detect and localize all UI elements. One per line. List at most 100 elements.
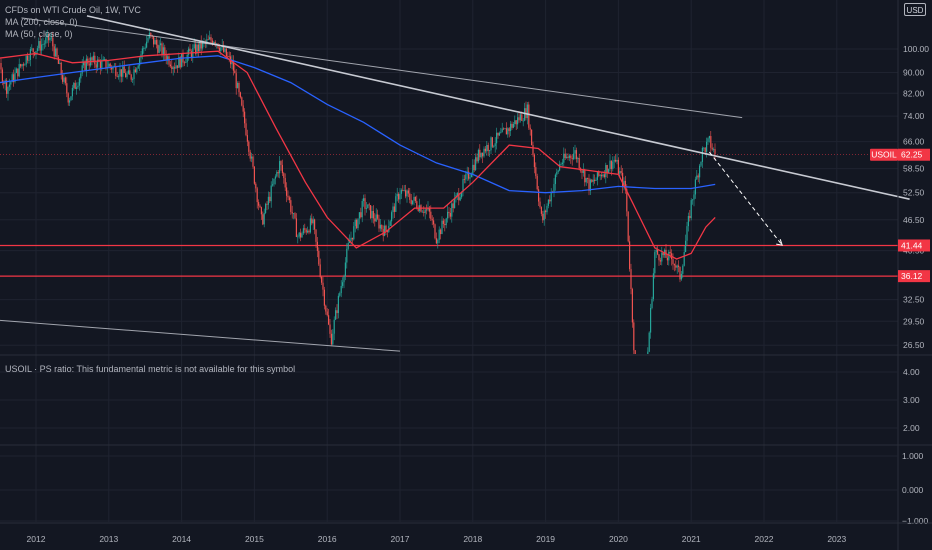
candle-body xyxy=(234,70,236,74)
candle-body xyxy=(526,104,528,119)
candle-body xyxy=(238,82,240,93)
candle-body xyxy=(518,117,520,121)
legend-title[interactable]: CFDs on WTI Crude Oil, 1W, TVC xyxy=(5,5,141,15)
legend-ma200[interactable]: MA (200, close, 0) xyxy=(5,17,78,27)
price-tick-label: 52.50 xyxy=(903,188,925,198)
candle-body xyxy=(510,123,512,132)
pane-tick-label: 0.000 xyxy=(902,485,924,495)
candle-body xyxy=(337,295,339,314)
projection-arrowhead xyxy=(776,239,783,246)
candle-body xyxy=(679,266,681,280)
candle-body xyxy=(162,47,164,55)
candle-body xyxy=(560,163,562,165)
candle-body xyxy=(365,208,367,210)
ps-ratio-message: USOIL · PS ratio: This fundamental metri… xyxy=(5,364,296,374)
price-tick-label: 74.00 xyxy=(903,111,925,121)
candle-body xyxy=(235,73,237,89)
candle-body xyxy=(15,68,17,73)
price-tick-label: 58.50 xyxy=(903,164,925,174)
candle-body xyxy=(581,170,583,173)
candle-body xyxy=(193,44,195,49)
candle-body xyxy=(43,43,45,45)
candle-body xyxy=(232,61,234,71)
time-tick-label: 2014 xyxy=(172,534,191,544)
candle-body xyxy=(652,273,654,300)
candle-body xyxy=(1,69,3,83)
candle-body xyxy=(73,82,75,88)
trendline[interactable] xyxy=(0,318,401,352)
candle-body xyxy=(295,218,297,237)
projection-arrow[interactable] xyxy=(709,151,783,246)
candle-body xyxy=(351,237,353,240)
candle-body xyxy=(559,164,561,171)
candle-body xyxy=(655,249,657,253)
trendline[interactable] xyxy=(86,15,910,200)
candle-body xyxy=(622,172,624,187)
candle-body xyxy=(32,48,34,53)
candle-body xyxy=(549,199,551,202)
candle-body xyxy=(363,198,365,202)
candle-body xyxy=(370,205,372,219)
candle-body xyxy=(347,242,349,249)
candle-body xyxy=(286,187,288,196)
candle-body xyxy=(20,64,22,67)
candle-body xyxy=(62,75,64,82)
candle-body xyxy=(465,174,467,180)
candle-body xyxy=(521,114,523,121)
candle-body xyxy=(587,178,589,179)
candle-body xyxy=(540,207,542,214)
candle-body xyxy=(377,214,379,219)
candle-body xyxy=(511,123,513,128)
candle-body xyxy=(153,36,155,45)
candle-body xyxy=(227,56,229,58)
candle-body xyxy=(27,55,29,61)
candle-body xyxy=(200,40,202,49)
candle-body xyxy=(487,144,489,151)
candle-body xyxy=(239,92,241,98)
candle-body xyxy=(255,183,257,189)
candle-body xyxy=(167,56,169,61)
candle-body xyxy=(136,68,138,73)
candle-body xyxy=(650,308,652,333)
candle-body xyxy=(601,174,603,177)
price-tags: USOIL 62.25 41.44 36.12 xyxy=(870,148,930,283)
candle-body xyxy=(340,285,342,294)
candle-body xyxy=(76,87,78,89)
candle-body xyxy=(125,72,127,78)
candle-body xyxy=(94,55,96,65)
candle-body xyxy=(137,65,139,69)
trendline[interactable] xyxy=(21,17,743,119)
candle-body xyxy=(686,226,688,241)
candle-body xyxy=(696,175,698,180)
horizontal-levels[interactable] xyxy=(0,244,898,277)
currency-button[interactable]: USD xyxy=(904,3,926,16)
trendlines[interactable] xyxy=(0,15,910,352)
candle-body xyxy=(708,136,710,139)
candle-body xyxy=(244,111,246,124)
candle-body xyxy=(592,179,594,182)
time-axis[interactable]: 2012 2013 2014 2015 2016 2017 2018 2019 2020 2021… xyxy=(27,534,847,544)
candle-body xyxy=(550,191,552,202)
legend: CFDs on WTI Crude Oil, 1W, TVC MA (200, … xyxy=(5,4,141,40)
candle-body xyxy=(375,214,377,222)
candle-body xyxy=(120,69,122,77)
candle-body xyxy=(531,129,533,146)
price-axis[interactable]: 100.00 90.00 82.00 74.00 66.00 58.50 52.50 46.5… xyxy=(902,44,929,526)
candle-body xyxy=(237,82,239,89)
candle-body xyxy=(630,269,632,290)
candle-body xyxy=(196,44,198,54)
candle-body xyxy=(659,260,661,262)
candle-body xyxy=(335,310,337,320)
candle-body xyxy=(426,209,428,211)
legend-ma50[interactable]: MA (50, close, 0) xyxy=(5,29,73,39)
candle-body xyxy=(154,40,156,45)
candle-body xyxy=(248,141,250,152)
candle-body xyxy=(146,41,148,48)
candle-body xyxy=(381,224,383,230)
candle-body xyxy=(28,59,30,61)
candle-body xyxy=(463,179,465,180)
candle-body xyxy=(603,174,605,177)
candle-body xyxy=(553,184,555,193)
candle-body xyxy=(399,193,401,200)
